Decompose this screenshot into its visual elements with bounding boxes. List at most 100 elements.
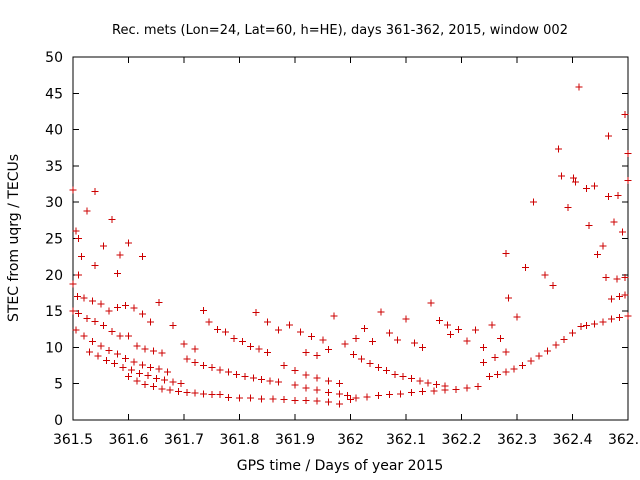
data-point	[69, 280, 77, 288]
data-point	[463, 337, 471, 345]
data-point	[494, 370, 502, 378]
data-point	[385, 391, 393, 399]
data-point	[73, 293, 81, 301]
data-point	[105, 346, 113, 354]
data-point	[313, 351, 321, 359]
data-point	[510, 365, 518, 373]
data-point	[77, 253, 85, 261]
data-point	[519, 362, 527, 370]
data-point	[222, 328, 230, 336]
data-point	[313, 374, 321, 382]
data-point	[152, 375, 160, 383]
data-point	[541, 271, 549, 279]
data-point	[100, 242, 108, 250]
data-point	[130, 304, 138, 312]
data-point	[391, 370, 399, 378]
data-point	[383, 367, 391, 375]
data-point	[435, 317, 443, 325]
data-point	[125, 239, 132, 247]
data-point	[113, 303, 121, 311]
data-point	[161, 376, 169, 384]
data-point	[410, 339, 418, 347]
data-point	[621, 291, 629, 299]
data-point	[502, 250, 510, 258]
data-point	[624, 312, 632, 320]
y-tick-label: 30	[45, 195, 63, 211]
data-point	[624, 150, 632, 158]
data-point	[141, 380, 149, 388]
data-point	[149, 347, 157, 355]
y-tick-label: 35	[45, 159, 63, 175]
x-tick-label: 362.1	[386, 432, 426, 448]
data-point	[122, 301, 130, 309]
data-point	[324, 377, 332, 385]
data-point	[614, 192, 622, 200]
data-point	[571, 178, 579, 186]
data-point	[394, 336, 402, 344]
data-point	[149, 383, 157, 391]
data-point	[616, 293, 624, 301]
data-point	[100, 322, 108, 330]
y-tick-label: 45	[45, 86, 63, 102]
data-point	[280, 362, 288, 370]
data-point	[555, 145, 563, 153]
data-point	[570, 174, 578, 182]
data-point	[363, 393, 371, 401]
data-point	[266, 377, 274, 385]
data-point	[385, 329, 393, 337]
data-point	[247, 343, 255, 351]
data-point	[549, 282, 557, 290]
data-point	[349, 351, 357, 359]
data-point	[105, 307, 113, 315]
data-point	[166, 386, 174, 394]
data-point	[488, 321, 496, 329]
data-point	[108, 327, 116, 335]
data-point	[360, 325, 368, 333]
data-point	[430, 387, 438, 395]
data-point	[352, 335, 360, 343]
data-point	[291, 396, 299, 404]
x-tick-label: 361.7	[164, 432, 204, 448]
data-point	[297, 328, 305, 336]
data-point	[191, 345, 199, 353]
data-point	[116, 251, 124, 259]
data-point	[80, 294, 88, 302]
data-point	[621, 274, 629, 282]
data-point	[366, 359, 374, 367]
data-point	[208, 364, 216, 372]
data-point	[324, 398, 332, 406]
data-point	[274, 326, 282, 334]
data-point	[216, 366, 224, 374]
y-tick-label: 50	[45, 50, 63, 66]
data-point	[102, 356, 110, 364]
data-point	[302, 371, 310, 379]
data-point	[416, 377, 424, 385]
data-point	[585, 221, 593, 229]
data-point	[69, 186, 77, 194]
data-point	[319, 336, 327, 344]
data-point	[605, 132, 613, 140]
data-point	[108, 216, 116, 224]
data-point	[582, 322, 590, 330]
y-axis-label: STEC from uqrg / TECUs	[6, 154, 22, 322]
data-point	[560, 335, 568, 343]
data-point	[252, 309, 260, 317]
data-point	[613, 275, 621, 283]
data-point	[285, 321, 293, 329]
y-tick-label: 0	[54, 413, 63, 429]
data-point	[291, 367, 299, 375]
data-point	[88, 297, 96, 305]
data-point	[502, 348, 510, 356]
data-point	[330, 312, 338, 320]
data-point	[169, 322, 177, 330]
data-point	[521, 264, 529, 272]
data-point	[335, 380, 343, 388]
data-point	[238, 338, 246, 346]
x-tick-label: 362.2	[441, 432, 481, 448]
data-point	[183, 388, 191, 396]
data-point	[455, 325, 463, 333]
data-point	[358, 355, 366, 363]
data-point	[69, 307, 77, 315]
data-point	[424, 379, 432, 387]
